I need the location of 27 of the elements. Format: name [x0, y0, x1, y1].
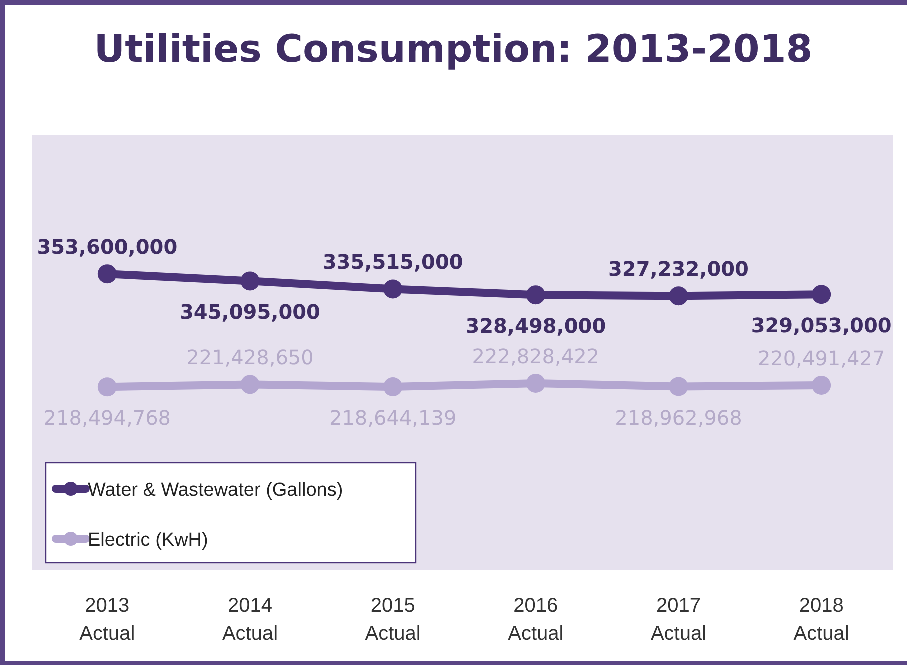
point [669, 286, 688, 306]
x-tick-label: 2015 Actual [365, 595, 421, 645]
point [384, 280, 403, 299]
point [98, 264, 117, 284]
x-tick-label: 2014 Actual [222, 595, 278, 645]
legend-label: Electric (KwH) [88, 530, 208, 551]
point [669, 377, 688, 396]
x-tick-label: 2016 Actual [508, 595, 564, 645]
point [526, 286, 546, 305]
point [240, 375, 260, 394]
point [240, 272, 260, 291]
point [526, 374, 546, 394]
data-label: 353,600,000 [37, 235, 178, 260]
point [812, 285, 832, 304]
chart-title: Utilities Consumption: 2013-2018 [94, 27, 813, 71]
data-label: 327,232,000 [608, 257, 749, 282]
data-label: 329,053,000 [751, 314, 892, 338]
point [384, 378, 403, 397]
data-label: 328,498,000 [466, 314, 606, 338]
point [812, 376, 832, 395]
x-tick-label: 2013 Actual [80, 595, 136, 645]
x-tick-label: 2017 Actual [650, 595, 707, 645]
x-tick-label: 2018 Actual [794, 595, 850, 645]
point [98, 378, 117, 397]
data-label: 335,515,000 [322, 250, 464, 274]
legend-label: Water & Wastewater (Gallons) [88, 480, 344, 501]
data-label: 345,095,000 [180, 300, 320, 324]
